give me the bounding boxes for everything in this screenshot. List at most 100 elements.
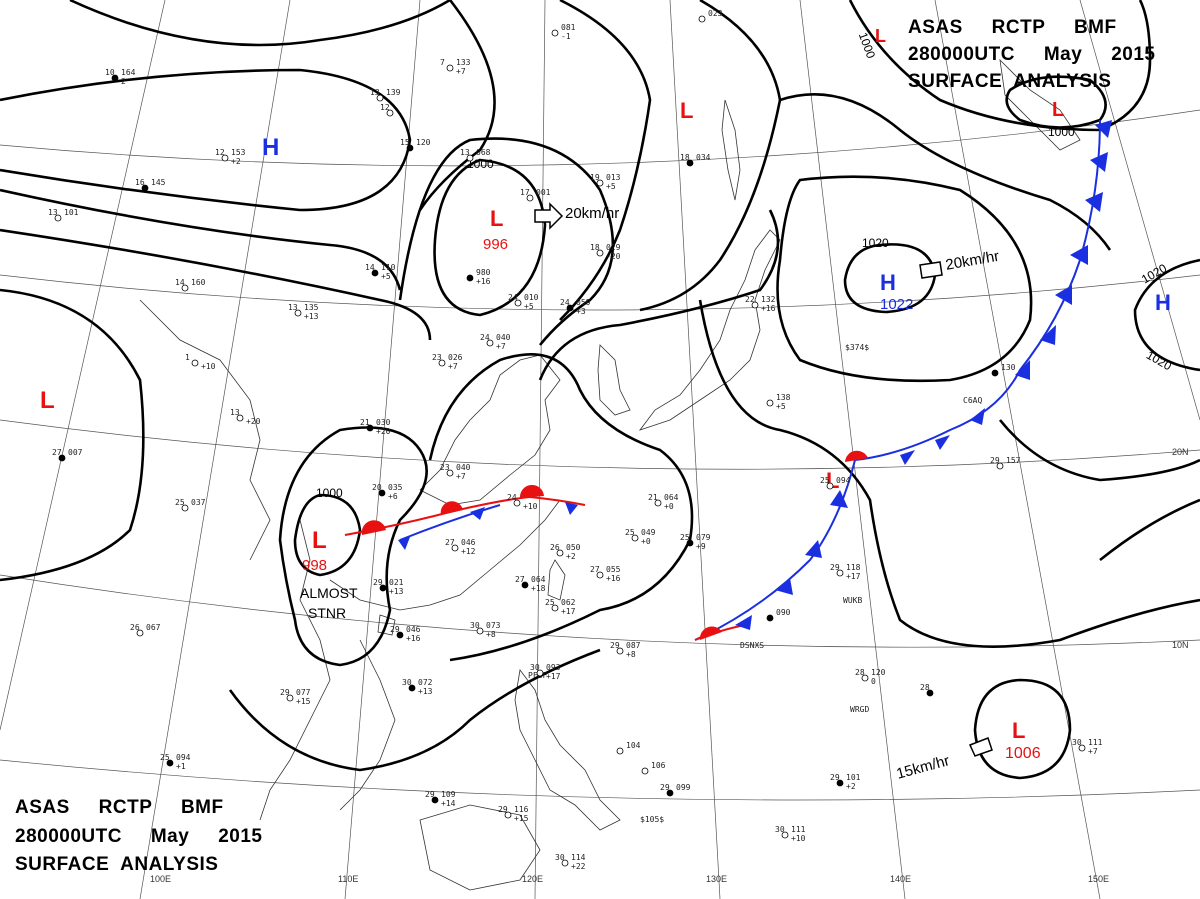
- station-circle: [551, 604, 559, 612]
- grid-label-120e: 120E: [522, 874, 543, 884]
- station-tendency: 0: [871, 677, 876, 686]
- motion-label-high-pacific: 20km/hr: [944, 248, 1000, 274]
- lon-line-130e: [669, 0, 721, 899]
- hainan-coast: [377, 614, 396, 636]
- station-plot: 29 077+15: [280, 688, 311, 706]
- isobar-south-china: [278, 426, 428, 667]
- station-circle: [536, 669, 544, 677]
- station-pressure: 132: [761, 295, 776, 304]
- station-pressure: 064: [531, 575, 546, 584]
- station-plot: 28: [920, 683, 934, 697]
- station-circle: [446, 64, 454, 72]
- station-temp: 30: [402, 678, 412, 687]
- lat-line-40n: [0, 109, 1200, 167]
- station-circle: [666, 789, 674, 797]
- station-temp: 16: [135, 178, 145, 187]
- station-temp: 27: [515, 575, 525, 584]
- station-tendency: +16: [476, 277, 491, 286]
- station-circle: [366, 424, 374, 432]
- station-circle: [111, 74, 119, 82]
- station-tendency: +0: [664, 502, 674, 511]
- station-pressure: 114: [571, 853, 586, 862]
- station-plot: 18 029-20: [590, 243, 621, 261]
- station-pressure: 040: [496, 333, 511, 342]
- station-tendency: +7: [456, 472, 466, 481]
- station-temp: 30: [470, 621, 480, 630]
- station-plot: 24 040+7: [480, 333, 511, 351]
- station-temp: 23: [432, 353, 442, 362]
- station-temp: 13: [370, 88, 380, 97]
- station-tendency: +7: [448, 362, 458, 371]
- station-plot: 24 010+5: [508, 293, 539, 311]
- station-circle: [926, 689, 934, 697]
- station-tendency: +5: [381, 272, 391, 281]
- low-marker-top-right: L: [875, 26, 886, 46]
- lat-line-20n: [0, 419, 1200, 470]
- fronts: [344, 119, 1112, 641]
- station-plot: 30 114+22: [555, 853, 586, 871]
- station-pressure: 013: [606, 173, 621, 182]
- china-coast: [419, 354, 561, 506]
- station-pressure: 040: [456, 463, 471, 472]
- high-pacific-inner: [843, 243, 937, 314]
- station-circle: [596, 249, 604, 257]
- station-circle: [191, 359, 199, 367]
- station-temp: 17: [520, 188, 530, 197]
- low-value-pacific: 1006: [1005, 745, 1041, 762]
- lat-line-30n: [0, 274, 1200, 311]
- station-pressure: 072: [418, 678, 433, 687]
- station-plot: 21 030+20: [360, 418, 391, 436]
- coastlines: [139, 58, 1081, 891]
- station-temp: 24: [480, 333, 490, 342]
- station-pressure: 157: [1006, 456, 1021, 465]
- station-tendency: +18: [531, 584, 546, 593]
- station-id-g: C6AQ: [963, 396, 982, 405]
- station-temp: 27: [590, 565, 600, 574]
- station-circle: [514, 299, 522, 307]
- station-circle: [551, 29, 559, 37]
- station-pressure: 007: [68, 448, 83, 457]
- grid-label-100e: 100E: [150, 874, 171, 884]
- isobar-north-arc-1: [69, 0, 451, 47]
- japan-coast: [638, 229, 781, 431]
- station-tendency: +17: [546, 672, 561, 681]
- station-circle: [566, 304, 574, 312]
- station-temp: 25: [175, 498, 185, 507]
- station-plot: 22 132+16: [745, 295, 776, 313]
- station-pressure: 090: [776, 608, 791, 617]
- station-pressure: 111: [791, 825, 806, 834]
- station-temp: 24: [508, 293, 518, 302]
- station-temp: 25: [820, 476, 830, 485]
- station-id-c: WUKB: [843, 596, 862, 605]
- low-value-south-china: 998: [302, 557, 327, 574]
- station-circle: [294, 309, 302, 317]
- station-temp: 7: [440, 58, 445, 67]
- annotation-stnr: STNR: [308, 605, 346, 621]
- station-circle: [654, 499, 662, 507]
- isobar-north-arc-2: [0, 68, 412, 212]
- header-bottom-line3: SURFACE ANALYSIS: [15, 854, 218, 875]
- station-pressure: 046: [461, 538, 476, 547]
- station-circle: [526, 194, 534, 202]
- station-plot: 29 046+16: [390, 625, 421, 643]
- station-pressure: 138: [776, 393, 791, 402]
- station-pressure: 135: [304, 303, 319, 312]
- station-temp: 29: [830, 563, 840, 572]
- isobar-upper-mid: [0, 228, 432, 341]
- station-plot: 26 067: [130, 623, 161, 637]
- header-bottom-line2: 280000UTC May 2015: [15, 826, 262, 847]
- isobar-mid-1: [428, 352, 694, 662]
- station-temp: 29: [390, 625, 400, 634]
- station-circle: [406, 144, 414, 152]
- station-plot: 25 079+9: [680, 533, 711, 551]
- station-pressure: 059: [576, 298, 591, 307]
- station-plot: 13 139: [370, 88, 401, 102]
- station-circle: [596, 179, 604, 187]
- station-tendency: +20: [246, 417, 261, 426]
- station-circle: [379, 584, 387, 592]
- station-tendency: +7: [456, 67, 466, 76]
- station-temp: 30: [1072, 738, 1082, 747]
- station-temp: 14: [365, 263, 375, 272]
- station-temp: 21: [648, 493, 658, 502]
